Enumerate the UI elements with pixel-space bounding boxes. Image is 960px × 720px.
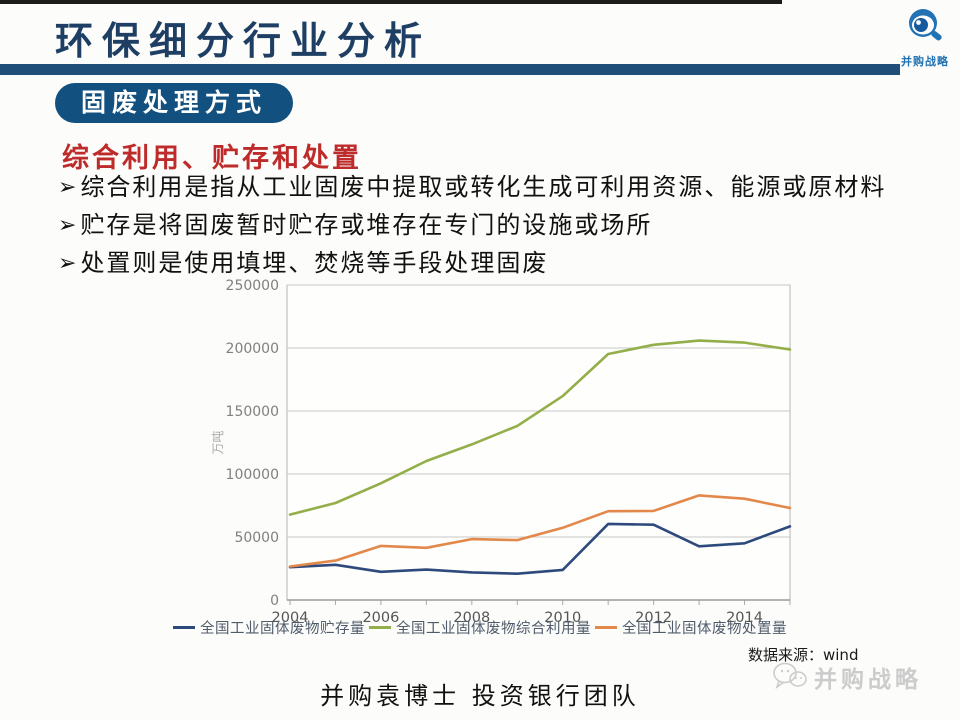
y-tick-label: 250000: [226, 278, 279, 294]
series-line-0: [288, 522, 792, 576]
section-heading: 综合利用、贮存和处置: [62, 143, 362, 174]
legend-dash-icon: [595, 626, 617, 629]
y-tick-label: 150000: [226, 404, 279, 420]
x-tick-label: 2006: [362, 610, 399, 622]
legend-dash-icon: [369, 626, 391, 629]
bullet-text: 处置则是使用填埋、焚烧等手段处理固废: [80, 249, 549, 277]
arrow-bullet-icon: ➢: [58, 175, 79, 200]
x-tick-label: 2012: [635, 610, 672, 622]
plot-area: [286, 284, 791, 601]
chart-canvas: 0 50000 100000 150000 200000 250000 2004 2006 20…: [211, 278, 792, 622]
legend-item-1: 全国工业固体废物综合利用量: [369, 617, 591, 638]
bullet-text: 贮存是将固废暂时贮存或堆存在专门的设施或场所: [80, 211, 653, 239]
legend-dash-icon: [173, 626, 195, 629]
arrow-bullet-icon: ➢: [58, 251, 79, 276]
eye-magnifier-icon: [902, 9, 948, 52]
y-tick-label: 0: [270, 593, 279, 609]
legend-label: 全国工业固体废物处置量: [622, 621, 787, 637]
section-badge: 固废处理方式: [55, 83, 294, 123]
title-divider-bar: [0, 64, 900, 75]
brand-logo-text: 并购战略: [901, 55, 949, 68]
y-tick-label: 50000: [234, 530, 279, 546]
top-accent-bar: [0, 0, 782, 4]
bullet-item: ➢ 贮存是将固废暂时贮存或堆存在专门的设施或场所: [58, 210, 938, 241]
chart-legend: 全国工业固体废物贮存量 全国工业固体废物综合利用量 全国工业固体废物处置量: [150, 617, 810, 638]
data-source-note: 数据来源：wind: [748, 646, 859, 664]
watermark: 并购战略: [772, 660, 922, 694]
x-tick-label: 2010: [544, 610, 581, 622]
x-tick-label: 2008: [453, 610, 490, 622]
brand-logo: 并购战略: [893, 6, 957, 69]
legend-item-2: 全国工业固体废物处置量: [595, 617, 787, 638]
y-axis-title: 万吨: [211, 430, 225, 454]
legend-label: 全国工业固体废物综合利用量: [396, 621, 591, 637]
watermark-text: 并购战略: [814, 666, 922, 693]
arrow-bullet-icon: ➢: [58, 213, 79, 238]
bullet-item: ➢ 综合利用是指从工业固废中提取或转化生成可利用资源、能源或原材料: [58, 172, 938, 203]
page-title: 环保细分行业分析: [55, 18, 432, 63]
bullet-text: 综合利用是指从工业固废中提取或转化生成可利用资源、能源或原材料: [80, 173, 887, 201]
line-chart: 0 50000 100000 150000 200000 250000 2004 2006 20…: [190, 276, 808, 622]
legend-label: 全国工业固体废物贮存量: [200, 621, 365, 637]
bullet-list: ➢ 综合利用是指从工业固废中提取或转化生成可利用资源、能源或原材料 ➢ 贮存是将…: [58, 172, 938, 286]
x-tick-label: 2004: [272, 610, 309, 622]
y-tick-label: 100000: [226, 467, 279, 483]
bullet-item: ➢ 处置则是使用填埋、焚烧等手段处理固废: [58, 248, 938, 279]
series-line-2: [288, 494, 792, 568]
y-tick-label: 200000: [226, 341, 279, 357]
chat-bubbles-icon: [772, 660, 808, 694]
footer-credit: 并购袁博士 投资银行团队: [320, 682, 640, 710]
legend-item-0: 全国工业固体废物贮存量: [173, 617, 365, 638]
series-line-1: [288, 339, 792, 516]
x-tick-label: 2014: [726, 610, 763, 622]
